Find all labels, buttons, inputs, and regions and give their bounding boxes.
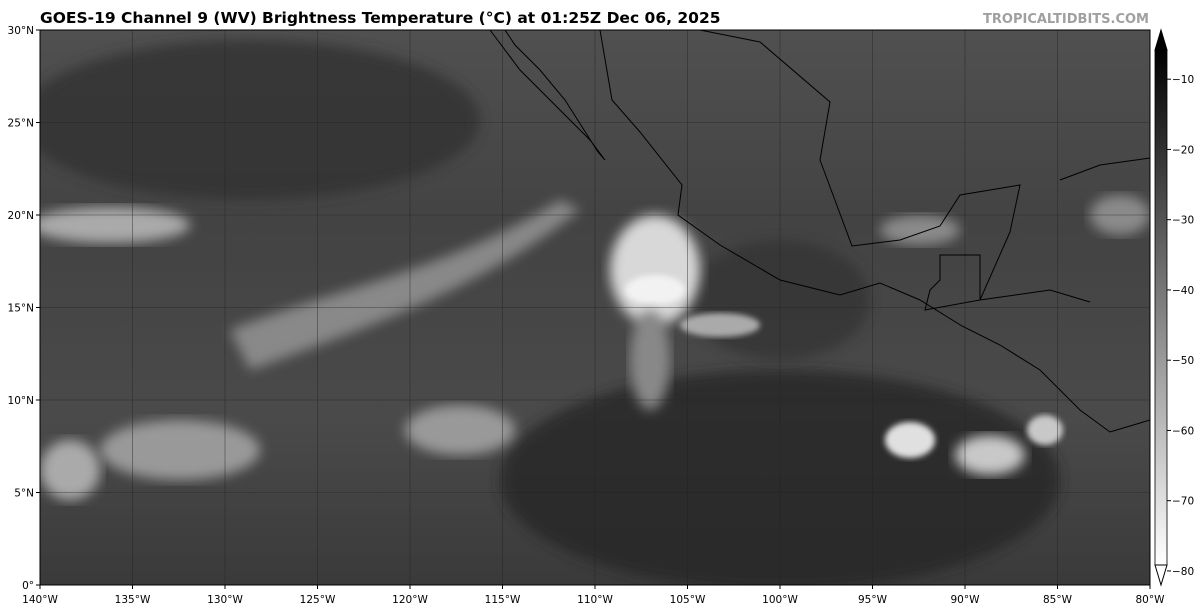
lat-label: 0° — [22, 580, 34, 592]
lon-label: 90°W — [951, 594, 981, 606]
lon-label: 110°W — [577, 594, 613, 606]
lon-label: 130°W — [207, 594, 243, 606]
water-vapor-imagery — [40, 30, 1150, 585]
lat-label: 15°N — [8, 303, 34, 315]
colorbar-tick-label: −20 — [1172, 144, 1194, 156]
colorbar-extend-max — [1154, 28, 1168, 51]
lon-label: 100°W — [762, 594, 798, 606]
axis-labels: 0° 5°N 10°N 15°N 20°N 25°N 30°N 140°W 135°W 130°W… — [8, 25, 1166, 606]
lon-label: 80°W — [1136, 594, 1166, 606]
lon-label: 120°W — [392, 594, 428, 606]
gridlines — [40, 30, 1150, 585]
colorbar-tick-label: −40 — [1172, 285, 1194, 297]
chart-title: GOES-19 Channel 9 (WV) Brightness Temper… — [40, 9, 721, 27]
colorbar-extend-min — [1154, 564, 1168, 587]
watermark: TROPICALTIDBITS.COM — [983, 12, 1149, 27]
lon-label: 115°W — [485, 594, 521, 606]
coastline-mexico-pacific — [599, 30, 1150, 433]
lon-label: 85°W — [1043, 594, 1073, 606]
coastline-cuba — [1059, 157, 1150, 181]
colorbar: −10 −20 −30 −40 −50 −60 −70 −80 — [1154, 28, 1194, 587]
lon-label: 125°W — [300, 594, 336, 606]
lon-label: 135°W — [115, 594, 151, 606]
lat-label: 20°N — [8, 210, 34, 222]
lat-label: 25°N — [8, 118, 34, 130]
colorbar-tick-label: −70 — [1172, 496, 1194, 508]
lon-label: 140°W — [22, 594, 58, 606]
colorbar-tick-label: −10 — [1172, 74, 1194, 86]
lat-label: 30°N — [8, 25, 34, 37]
lon-label: 105°W — [670, 594, 706, 606]
lon-label: 95°W — [858, 594, 888, 606]
colorbar-scale — [1154, 49, 1168, 566]
colorbar-tick-label: −60 — [1172, 425, 1194, 437]
lat-label: 10°N — [8, 395, 34, 407]
border-guatemala — [924, 254, 981, 311]
lat-label: 5°N — [14, 488, 34, 500]
colorbar-tick-label: −30 — [1172, 215, 1194, 227]
colorbar-tick-label: −80 — [1172, 566, 1194, 578]
coastline-baja — [489, 30, 606, 161]
colorbar-tick-label: −50 — [1172, 355, 1194, 367]
coastlines — [489, 30, 1150, 433]
